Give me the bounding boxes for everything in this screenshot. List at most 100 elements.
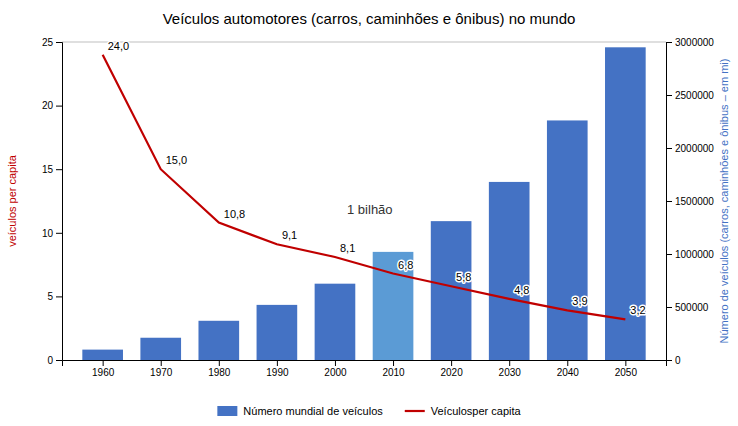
axis-line: [56, 43, 63, 361]
tick-mark: [56, 296, 62, 297]
tick: 2010: [382, 360, 405, 378]
tick-mark: [666, 42, 672, 43]
tick: 1990: [266, 360, 289, 378]
tick-mark: [666, 307, 672, 308]
bar: [140, 338, 181, 360]
tick-mark: [666, 254, 672, 255]
tick-mark: [56, 360, 62, 361]
tick-label: 2040: [557, 367, 580, 378]
tick-label: 2010: [382, 367, 405, 378]
tick-label: 2020: [440, 367, 463, 378]
tick-mark: [277, 360, 278, 366]
tick-label: 5: [47, 291, 53, 302]
tick-mark: [219, 360, 220, 366]
y-axis: 0 5 10 15 20 25: [42, 37, 63, 366]
tick-label: 25: [42, 37, 54, 48]
tick-mark: [666, 201, 672, 202]
tick: 0: [47, 355, 62, 366]
data-label: 10,8: [224, 208, 245, 220]
tick-label: 1980: [208, 367, 231, 378]
tick: 15: [42, 164, 62, 175]
y-axis-title: veículos per capita: [6, 154, 18, 247]
tick-mark: [335, 360, 336, 366]
frame: [62, 42, 666, 43]
bar: [82, 350, 123, 360]
tick-label: 500000: [675, 302, 709, 313]
bar: [315, 284, 356, 360]
tick-mark: [509, 360, 510, 366]
tick-label: 2000: [324, 367, 347, 378]
tick-mark: [666, 360, 672, 361]
bar-series: [82, 47, 645, 360]
bar: [605, 47, 646, 360]
tick-mark: [451, 360, 452, 366]
bar: [198, 321, 239, 360]
tick: 2000: [324, 360, 347, 378]
tick-label: 3000000: [675, 37, 714, 48]
tick-mark: [56, 169, 62, 170]
tick: 1970: [150, 360, 173, 378]
data-labels: 24,0 15,0 10,8 9,1 8,1 6,8 5,8 4,8 3,9 3,2: [108, 40, 646, 317]
tick-mark: [56, 42, 62, 43]
tick-label: 1990: [266, 367, 289, 378]
tick: 20: [42, 100, 62, 111]
tick: 1500000: [666, 196, 714, 207]
tick: 2500000: [666, 90, 714, 101]
tick: 2040: [557, 360, 580, 378]
y2-axis: 0 500000 1000000 1500000 2000000 2500000 30000…: [666, 37, 714, 366]
legend-label: Veículosper capita: [431, 405, 522, 417]
data-label: 24,0: [108, 40, 129, 52]
tick-label: 20: [42, 100, 54, 111]
tick-label: 1000000: [675, 249, 714, 260]
tick-label: 1970: [150, 367, 173, 378]
tick-label: 10: [42, 228, 54, 239]
tick-label: 15: [42, 164, 54, 175]
tick-label: 2000000: [675, 143, 714, 154]
tick-label: 1500000: [675, 196, 714, 207]
tick-label: 1960: [92, 367, 115, 378]
data-label: 5,8: [456, 271, 471, 283]
y2-axis-title: Número de veículos (carros, caminhões e …: [718, 59, 730, 344]
data-label: 8,1: [340, 242, 355, 254]
x-axis: 1960 1970 1980 1990 2000 2010 2020 2030 2040 2050: [63, 360, 667, 378]
bar: [431, 221, 472, 360]
axis-line: [667, 43, 673, 361]
tick-label: 0: [47, 355, 53, 366]
tick-mark: [393, 360, 394, 366]
tick-mark: [666, 148, 672, 149]
data-label: 3,9: [572, 295, 587, 307]
data-label: 6,8: [398, 259, 413, 271]
axis-line: [63, 361, 667, 367]
tick: 0: [666, 355, 681, 366]
tick-mark: [567, 360, 568, 366]
tick: 1960: [92, 360, 115, 378]
data-label: 15,0: [166, 154, 187, 166]
line: [103, 55, 626, 320]
tick-label: 2050: [615, 367, 638, 378]
tick: 25: [42, 37, 62, 48]
bar: [257, 305, 298, 360]
data-label: 9,1: [282, 229, 297, 241]
data-label: 3,2: [630, 304, 645, 316]
chart: 1960197019801990200020102020203020402050…: [0, 0, 738, 426]
marks: [82, 47, 645, 360]
tick-mark: [161, 360, 162, 366]
legend-item: Veículosper capita: [405, 405, 522, 417]
tick: 2050: [615, 360, 638, 378]
tick: 1000000: [666, 249, 714, 260]
tick-label: 2500000: [675, 90, 714, 101]
tick: 2000000: [666, 143, 714, 154]
tick: 500000: [666, 302, 709, 313]
tick-label: 2030: [499, 367, 522, 378]
tick-mark: [56, 233, 62, 234]
tick: 10: [42, 228, 62, 239]
tick-mark: [625, 360, 626, 366]
plot: 1960197019801990200020102020203020402050…: [42, 37, 714, 378]
bar: [489, 182, 530, 360]
tick: 2030: [499, 360, 522, 378]
bar: [373, 252, 414, 360]
legend: Número mundial de veículosVeículosper ca…: [217, 405, 521, 417]
annotation: 1 bilhão: [347, 202, 393, 217]
data-label: 4,8: [514, 284, 529, 296]
tick: 5: [47, 291, 62, 302]
